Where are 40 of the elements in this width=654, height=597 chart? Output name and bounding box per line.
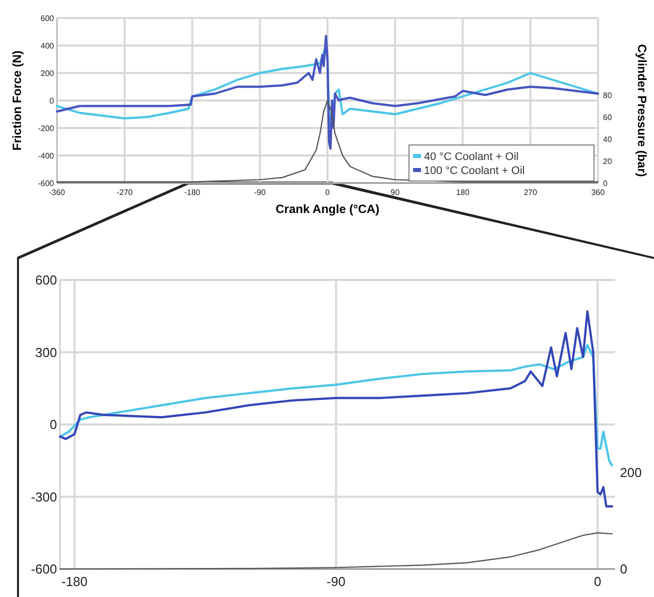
- legend-label: 40 °C Coolant + Oil: [424, 151, 519, 163]
- x-tick-label: 270: [524, 188, 538, 197]
- y-tick-label: -600: [38, 178, 55, 188]
- y-axis-title: Friction Force (N): [10, 50, 24, 151]
- y-tick-label: 0: [50, 96, 55, 106]
- x-tick-label: -90: [326, 574, 346, 589]
- x-tick-label: 0: [325, 188, 330, 197]
- y-tick-label: -400: [38, 151, 55, 160]
- y2-tick-label: 40: [603, 134, 612, 144]
- y2-axis-title: Cylinder Pressure (bar): [635, 44, 649, 177]
- x-tick-label: -90: [254, 188, 266, 197]
- line-series: [59, 532, 613, 570]
- y2-tick-label: 80: [603, 90, 612, 100]
- y2-tick-label: 60: [603, 112, 612, 122]
- y-tick-label: 200: [40, 68, 55, 78]
- x-axis-title: Crank Angle (°CA): [276, 202, 380, 216]
- line-series: [56, 34, 600, 150]
- y-tick-label: -300: [30, 489, 57, 504]
- y-tick-label: 0: [50, 417, 57, 432]
- x-tick-label: -270: [116, 188, 134, 197]
- y-tick-label: 600: [35, 272, 57, 288]
- x-tick-label: 90: [390, 188, 400, 197]
- y2-tick-label: 0: [603, 178, 608, 188]
- x-tick-label: -360: [48, 188, 66, 197]
- x-tick-label: 180: [456, 188, 470, 197]
- y2-tick-label: 200: [620, 465, 642, 480]
- x-tick-label: 0: [594, 574, 602, 589]
- y2-tick-label: 0: [620, 562, 628, 577]
- legend-label: 100 °C Coolant + Oil: [424, 165, 525, 177]
- y-tick-label: -200: [38, 124, 55, 133]
- x-tick-label: 360: [591, 188, 606, 197]
- y-tick-label: 600: [40, 14, 55, 23]
- y2-tick-label: 20: [603, 156, 612, 166]
- x-tick-label: -180: [62, 574, 88, 589]
- line-series: [58, 344, 614, 467]
- x-tick-label: -180: [184, 188, 201, 197]
- y-tick-label: 400: [40, 41, 55, 50]
- y-tick-label: -600: [30, 562, 57, 577]
- line-series: [58, 310, 614, 508]
- y-tick-label: 300: [35, 344, 57, 360]
